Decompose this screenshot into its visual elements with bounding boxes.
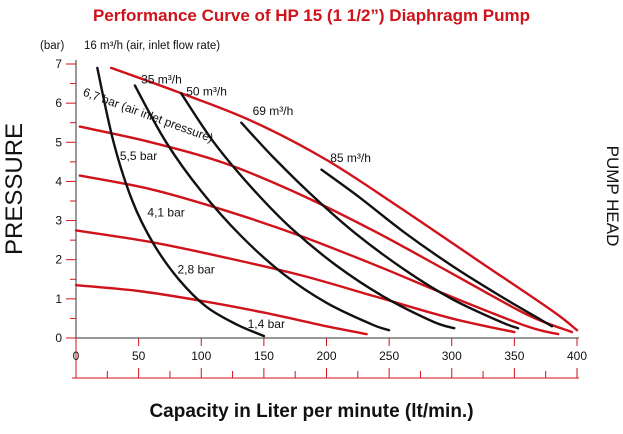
y-tick-label: 6 bbox=[55, 96, 62, 110]
y-tick-label: 4 bbox=[55, 174, 62, 188]
y-tick-label: 5 bbox=[55, 135, 62, 149]
curve-label: 69 m³/h bbox=[253, 104, 294, 118]
pump-head-label: PUMP HEAD bbox=[603, 145, 622, 247]
pressure-curve-6-7 bbox=[109, 66, 579, 332]
airflow-curve-16 bbox=[96, 66, 266, 338]
curve-label: 50 m³/h bbox=[186, 84, 227, 98]
y-tick-label: 3 bbox=[55, 214, 62, 228]
airflow-curve-69 bbox=[240, 121, 520, 330]
chart-title: Performance Curve of HP 15 (1 1/2”) Diap… bbox=[92, 6, 531, 25]
y-tick-label: 7 bbox=[55, 57, 62, 71]
y-tick-label: 2 bbox=[55, 253, 62, 267]
y-tick-label: 0 bbox=[55, 331, 62, 345]
curves bbox=[74, 66, 579, 338]
pressure-curve-5-5 bbox=[78, 125, 574, 334]
y-axis-label: PRESSURE bbox=[1, 122, 28, 255]
x-tick-label: 0 bbox=[73, 349, 80, 363]
x-tick-label: 250 bbox=[379, 349, 399, 363]
airflow-curve-85 bbox=[320, 168, 554, 328]
air-flow-note: 16 m³/h (air, inlet flow rate) bbox=[84, 40, 221, 52]
x-tick-label: 150 bbox=[254, 349, 274, 363]
x-tick-label: 50 bbox=[132, 349, 146, 363]
x-axis-label: Capacity in Liter per minute (lt/min.) bbox=[149, 401, 474, 422]
curve-label: 85 m³/h bbox=[330, 151, 371, 165]
airflow-curve-35 bbox=[133, 84, 391, 332]
x-tick-label: 350 bbox=[504, 349, 524, 363]
curve-label: 1,4 bar bbox=[248, 317, 285, 331]
curve-label: 2,8 bar bbox=[177, 262, 214, 276]
x-tick-label: 200 bbox=[316, 349, 336, 363]
curve-label: 5,5 bar bbox=[120, 149, 157, 163]
axes: 0 1 2 3 4 5 6 7 0 50 100 150 200 250 300 350 400 bbox=[55, 57, 587, 379]
airflow-curve-50 bbox=[180, 92, 456, 330]
x-tick-label: 100 bbox=[191, 349, 211, 363]
curve-label: 35 m³/h bbox=[141, 73, 182, 87]
curve-label: 4,1 bar bbox=[147, 206, 184, 220]
y-unit-label: (bar) bbox=[40, 40, 65, 52]
x-tick-label: 400 bbox=[567, 349, 587, 363]
x-tick-label: 300 bbox=[442, 349, 462, 363]
pressure-curve-4-1 bbox=[78, 174, 560, 336]
y-tick-label: 1 bbox=[55, 292, 62, 306]
pressure-curve-1-4 bbox=[74, 284, 368, 336]
pressure-curve-2-8 bbox=[74, 229, 516, 334]
